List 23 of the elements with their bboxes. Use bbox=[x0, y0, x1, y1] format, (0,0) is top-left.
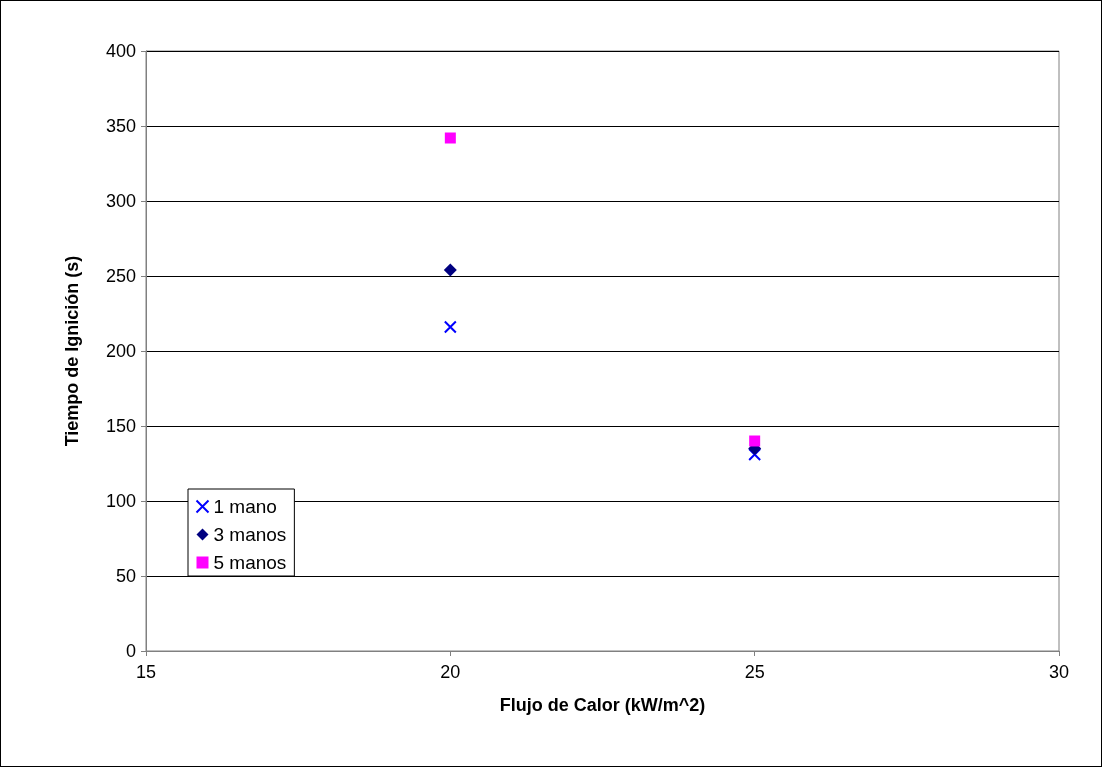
x-axis-title: Flujo de Calor (kW/m^2) bbox=[499, 695, 706, 715]
legend-label: 3 manos bbox=[213, 524, 287, 545]
point bbox=[443, 263, 457, 277]
x-tick-label: 15 bbox=[135, 662, 157, 682]
y-tick-label: 100 bbox=[105, 491, 136, 511]
y-tick-label: 50 bbox=[115, 566, 136, 586]
y-tick-label: 200 bbox=[105, 341, 136, 361]
y-tick-label: 250 bbox=[105, 266, 136, 286]
y-tick-label: 150 bbox=[105, 416, 136, 436]
legend-label: 5 manos bbox=[213, 552, 287, 573]
x-tick-label: 25 bbox=[744, 662, 765, 682]
y-tick-label: 0 bbox=[125, 641, 136, 661]
point bbox=[748, 448, 762, 461]
point bbox=[749, 435, 761, 447]
legend-label: 1 mano bbox=[213, 496, 277, 517]
y-tick-label: 350 bbox=[105, 116, 136, 136]
point bbox=[444, 132, 456, 144]
y-tick-label: 400 bbox=[105, 41, 136, 61]
point bbox=[443, 320, 457, 334]
x-tick-label: 20 bbox=[440, 662, 461, 682]
y-tick-label: 300 bbox=[105, 191, 136, 211]
x-tick-label: 30 bbox=[1048, 662, 1070, 682]
y-axis-title: Tiempo de Ignición (s) bbox=[62, 255, 82, 447]
